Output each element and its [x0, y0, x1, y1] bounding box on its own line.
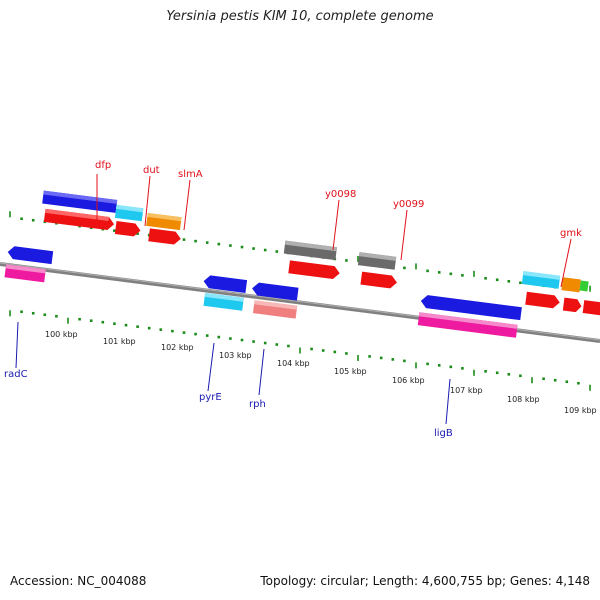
- svg-text:rph: rph: [249, 399, 266, 410]
- gene-label-y0098: y0098: [325, 189, 356, 251]
- gene-label-dut: dut: [143, 165, 160, 227]
- gene-label-rph: rph: [249, 348, 266, 410]
- gene-red-2[interactable]: [114, 221, 141, 237]
- gene-y0099[interactable]: [357, 252, 397, 270]
- svg-text:dfp: dfp: [95, 160, 111, 171]
- gene-orange-right[interactable]: [561, 277, 589, 293]
- gene-ligB-pink[interactable]: [417, 312, 518, 338]
- scale-labels: 100 kbp 101 kbp 102 kbp 103 kbp 104 kbp …: [45, 330, 597, 415]
- gene-salmon[interactable]: [252, 300, 298, 319]
- svg-text:dut: dut: [143, 165, 160, 176]
- svg-text:y0099: y0099: [393, 199, 424, 210]
- tick-label-101kbp: 101 kbp: [103, 337, 136, 346]
- gene-label-y0099: y0099: [393, 199, 424, 261]
- gene-gmk[interactable]: [521, 271, 561, 289]
- svg-text:pyrE: pyrE: [199, 392, 222, 403]
- gene-label-slmA: slmA: [178, 169, 203, 231]
- tick-label-102kbp: 102 kbp: [161, 343, 194, 352]
- svg-text:gmk: gmk: [560, 228, 582, 239]
- gene-label-pyrE: pyrE: [199, 342, 222, 403]
- tick-label-105kbp: 105 kbp: [334, 367, 367, 376]
- topology-text: Topology: circular; Length: 4,600,755 bp…: [260, 574, 590, 588]
- accession-text: Accession: NC_004088: [10, 574, 147, 588]
- tick-label-106kbp: 106 kbp: [392, 376, 425, 385]
- gene-dfp[interactable]: [42, 190, 118, 213]
- gene-label-gmk: gmk: [560, 228, 582, 288]
- gene-rph[interactable]: [251, 282, 299, 301]
- tick-label-108kbp: 108 kbp: [507, 395, 540, 404]
- gene-pyrE[interactable]: [203, 292, 244, 311]
- svg-text:y0098: y0098: [325, 189, 356, 200]
- gene-y0098[interactable]: [283, 240, 337, 261]
- gene-red-7[interactable]: [562, 297, 600, 316]
- tick-label-109kbp: 109 kbp: [564, 406, 597, 415]
- svg-text:radC: radC: [4, 369, 28, 380]
- map-title: Yersinia pestis KIM 10, complete genome: [166, 9, 434, 24]
- tick-label-100kbp: 100 kbp: [45, 330, 78, 339]
- svg-text:ligB: ligB: [434, 428, 453, 439]
- gene-red-4[interactable]: [288, 260, 340, 280]
- gene-red-5[interactable]: [360, 271, 397, 289]
- tick-label-104kbp: 104 kbp: [277, 359, 310, 368]
- gene-pyrE-blue[interactable]: [203, 275, 248, 294]
- svg-text:slmA: slmA: [178, 169, 203, 180]
- gene-ligB[interactable]: [420, 294, 522, 321]
- gene-label-dfp: dfp: [95, 160, 111, 220]
- tick-label-107kbp: 107 kbp: [450, 386, 483, 395]
- gene-slmA[interactable]: [146, 212, 182, 231]
- gene-pink-left[interactable]: [4, 264, 46, 283]
- gene-label-radC: radC: [4, 321, 28, 380]
- lower-tick-row: [9, 310, 591, 391]
- gene-radC[interactable]: [7, 246, 54, 265]
- gene-red-6[interactable]: [525, 291, 560, 309]
- gene-red-1[interactable]: [43, 208, 115, 231]
- gene-label-ligB: ligB: [434, 378, 453, 439]
- gene-dut[interactable]: [114, 204, 144, 222]
- gene-red-3[interactable]: [148, 228, 181, 245]
- tick-label-103kbp: 103 kbp: [219, 351, 252, 360]
